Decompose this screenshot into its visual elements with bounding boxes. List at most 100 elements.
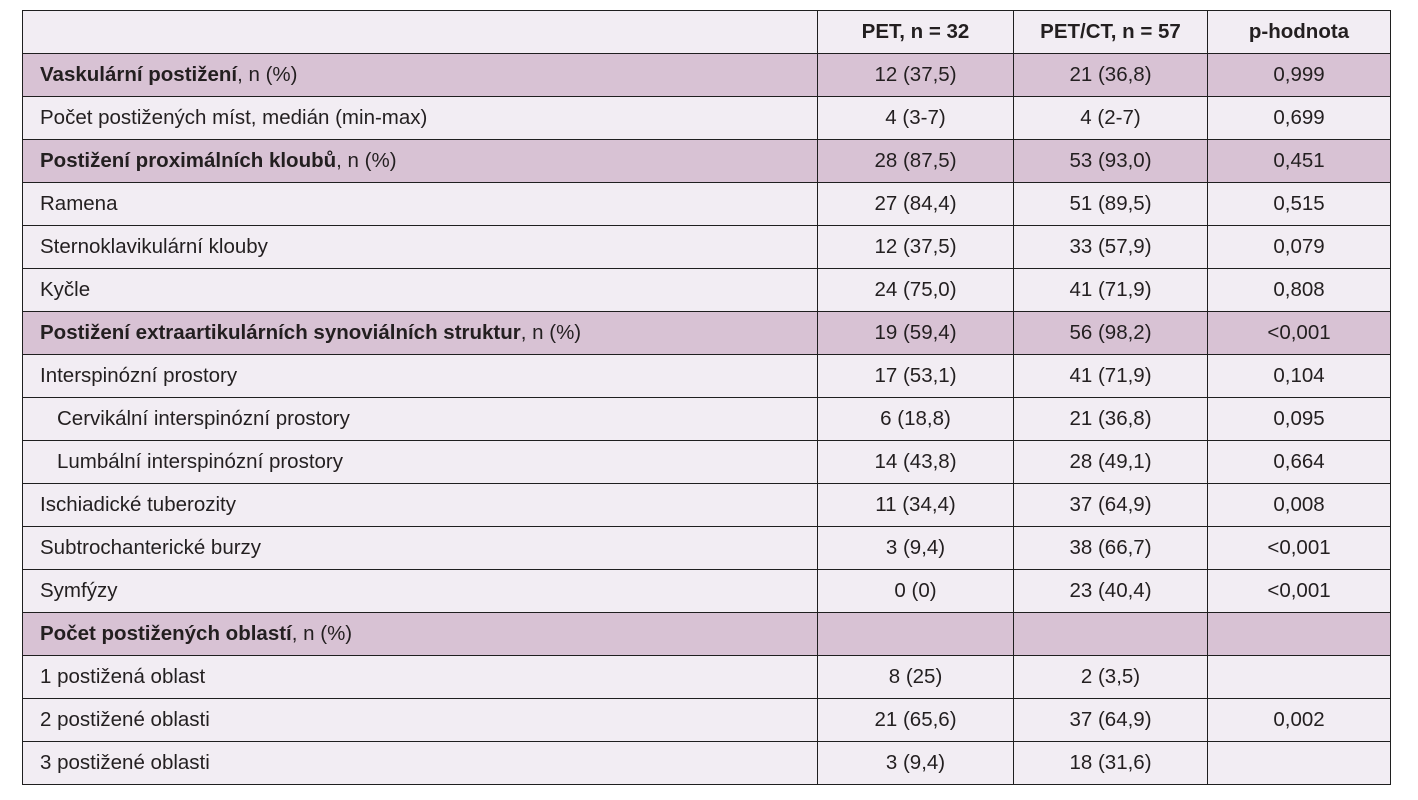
cell-pet: 12 (37,5) — [817, 53, 1014, 97]
cell-pet: 21 (65,6) — [817, 698, 1014, 742]
cell-pet — [817, 612, 1014, 656]
cell-p-value: 0,515 — [1207, 182, 1391, 226]
cell-petct: 56 (98,2) — [1013, 311, 1208, 355]
cell-petct: 23 (40,4) — [1013, 569, 1208, 613]
row-label-text: , n (%) — [237, 63, 298, 86]
row-label-text: 3 postižené oblasti — [40, 751, 210, 774]
row-label-text: Sternoklavikulární klouby — [40, 235, 268, 258]
cell-petct: 51 (89,5) — [1013, 182, 1208, 226]
row-label-text: Ramena — [40, 192, 118, 215]
table-section-row: Počet postižených oblastí, n (%) — [22, 612, 1391, 656]
cell-petct: 41 (71,9) — [1013, 268, 1208, 312]
cell-pet: 24 (75,0) — [817, 268, 1014, 312]
row-label: Sternoklavikulární klouby — [22, 225, 818, 269]
cell-p-value — [1207, 741, 1391, 785]
row-label: Subtrochanterické burzy — [22, 526, 818, 570]
cell-pet: 12 (37,5) — [817, 225, 1014, 269]
table-row: Lumbální interspinózní prostory 14 (43,8)… — [22, 440, 1391, 484]
results-table: PET, n = 32 PET/CT, n = 57 p-hodnota Vas… — [22, 10, 1391, 785]
row-label-text: Symfýzy — [40, 579, 118, 602]
row-label: Interspinózní prostory — [22, 354, 818, 398]
cell-pet: 4 (3-7) — [817, 96, 1014, 140]
cell-p-value: 0,008 — [1207, 483, 1391, 527]
table-row: Ischiadické tuberozity 11 (34,4) 37 (64,9)… — [22, 483, 1391, 527]
row-label-text: Počet postižených míst, medián (min-max) — [40, 106, 428, 129]
cell-p-value: 0,095 — [1207, 397, 1391, 441]
cell-pet: 28 (87,5) — [817, 139, 1014, 183]
cell-petct: 37 (64,9) — [1013, 483, 1208, 527]
cell-p-value — [1207, 655, 1391, 699]
row-label: 2 postižené oblasti — [22, 698, 818, 742]
row-label-text: Lumbální interspinózní prostory — [57, 450, 344, 473]
cell-p-value: 0,002 — [1207, 698, 1391, 742]
cell-p-value: <0,001 — [1207, 569, 1391, 613]
table-section-row: Vaskulární postižení, n (%) 12 (37,5) 21 (… — [22, 53, 1391, 97]
table-row: Interspinózní prostory 17 (53,1) 41 (71,9)… — [22, 354, 1391, 398]
cell-pet: 8 (25) — [817, 655, 1014, 699]
row-label: Ramena — [22, 182, 818, 226]
cell-p-value: 0,808 — [1207, 268, 1391, 312]
row-label-bold: Počet postižených oblastí — [40, 622, 292, 645]
row-label: Počet postižených míst, medián (min-max) — [22, 96, 818, 140]
cell-pet: 27 (84,4) — [817, 182, 1014, 226]
header-cell-empty — [22, 10, 818, 54]
table-body: Vaskulární postižení, n (%) 12 (37,5) 21 (… — [22, 53, 1391, 785]
row-label: Lumbální interspinózní prostory — [22, 440, 818, 484]
cell-petct: 37 (64,9) — [1013, 698, 1208, 742]
row-label-text: Kyčle — [40, 278, 91, 301]
cell-petct: 18 (31,6) — [1013, 741, 1208, 785]
row-label-text: , n (%) — [520, 321, 582, 344]
cell-p-value: 0,664 — [1207, 440, 1391, 484]
cell-p-value: 0,451 — [1207, 139, 1391, 183]
cell-petct: 21 (36,8) — [1013, 397, 1208, 441]
cell-petct: 33 (57,9) — [1013, 225, 1208, 269]
table-row: Kyčle 24 (75,0) 41 (71,9) 0,808 — [22, 268, 1391, 312]
header-petct: PET/CT, n = 57 — [1013, 10, 1208, 54]
row-label: 3 postižené oblasti — [22, 741, 818, 785]
cell-pet: 14 (43,8) — [817, 440, 1014, 484]
row-label: Vaskulární postižení, n (%) — [22, 53, 818, 97]
row-label: Počet postižených oblastí, n (%) — [22, 612, 818, 656]
cell-petct: 53 (93,0) — [1013, 139, 1208, 183]
cell-pet: 17 (53,1) — [817, 354, 1014, 398]
table-row: Subtrochanterické burzy 3 (9,4) 38 (66,7) <… — [22, 526, 1391, 570]
cell-pet: 3 (9,4) — [817, 526, 1014, 570]
cell-petct: 2 (3,5) — [1013, 655, 1208, 699]
table-row: Cervikální interspinózní prostory 6 (18,8… — [22, 397, 1391, 441]
row-label-text: Subtrochanterické burzy — [40, 536, 262, 559]
cell-pet: 19 (59,4) — [817, 311, 1014, 355]
cell-petct: 41 (71,9) — [1013, 354, 1208, 398]
table-row: 2 postižené oblasti 21 (65,6) 37 (64,9) 0,0… — [22, 698, 1391, 742]
cell-petct: 21 (36,8) — [1013, 53, 1208, 97]
table-row: 1 postižená oblast 8 (25) 2 (3,5) — [22, 655, 1391, 699]
table-row: Počet postižených míst, medián (min-max)… — [22, 96, 1391, 140]
row-label-bold: Postižení extraartikulárních synoviálníc… — [40, 321, 521, 344]
row-label-text: Ischiadické tuberozity — [40, 493, 236, 516]
table-row: Ramena 27 (84,4) 51 (89,5) 0,515 — [22, 182, 1391, 226]
row-label-text: , n (%) — [291, 622, 353, 645]
cell-petct: 28 (49,1) — [1013, 440, 1208, 484]
cell-pet: 0 (0) — [817, 569, 1014, 613]
header-pet: PET, n = 32 — [817, 10, 1014, 54]
row-label: 1 postižená oblast — [22, 655, 818, 699]
cell-p-value: 0,999 — [1207, 53, 1391, 97]
table-row: 3 postižené oblasti 3 (9,4) 18 (31,6) — [22, 741, 1391, 785]
cell-petct — [1013, 612, 1208, 656]
row-label: Kyčle — [22, 268, 818, 312]
cell-p-value: 0,104 — [1207, 354, 1391, 398]
cell-pet: 3 (9,4) — [817, 741, 1014, 785]
row-label-bold: Vaskulární postižení — [40, 63, 238, 86]
row-label-text: 2 postižené oblasti — [40, 708, 210, 731]
table-header-row: PET, n = 32 PET/CT, n = 57 p-hodnota — [22, 10, 1391, 54]
table-section-row: Postižení extraartikulárních synoviálníc… — [22, 311, 1391, 355]
cell-p-value: <0,001 — [1207, 526, 1391, 570]
cell-p-value — [1207, 612, 1391, 656]
row-label: Symfýzy — [22, 569, 818, 613]
row-label: Cervikální interspinózní prostory — [22, 397, 818, 441]
cell-p-value: 0,699 — [1207, 96, 1391, 140]
table-section-row: Postižení proximálních kloubů, n (%) 28 (… — [22, 139, 1391, 183]
row-label: Postižení proximálních kloubů, n (%) — [22, 139, 818, 183]
table-row: Sternoklavikulární klouby 12 (37,5) 33 (57… — [22, 225, 1391, 269]
cell-pet: 11 (34,4) — [817, 483, 1014, 527]
cell-p-value: <0,001 — [1207, 311, 1391, 355]
